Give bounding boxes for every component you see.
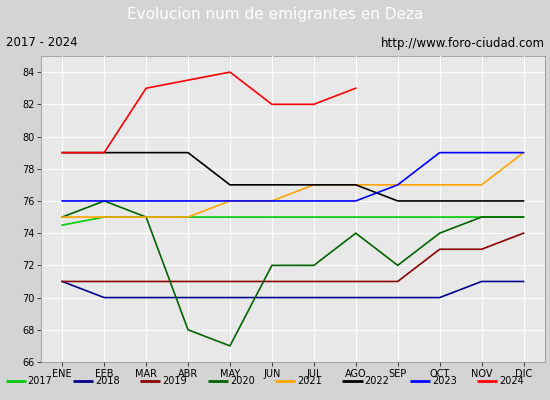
Text: http://www.foro-ciudad.com: http://www.foro-ciudad.com	[381, 36, 544, 50]
Text: 2022: 2022	[365, 376, 389, 386]
Text: 2023: 2023	[432, 376, 456, 386]
Text: 2017: 2017	[28, 376, 52, 386]
Text: 2018: 2018	[95, 376, 120, 386]
Text: 2019: 2019	[162, 376, 187, 386]
Text: 2020: 2020	[230, 376, 255, 386]
Text: 2017 - 2024: 2017 - 2024	[6, 36, 77, 50]
Text: 2024: 2024	[499, 376, 524, 386]
Text: 2021: 2021	[297, 376, 322, 386]
Text: Evolucion num de emigrantes en Deza: Evolucion num de emigrantes en Deza	[127, 8, 423, 22]
